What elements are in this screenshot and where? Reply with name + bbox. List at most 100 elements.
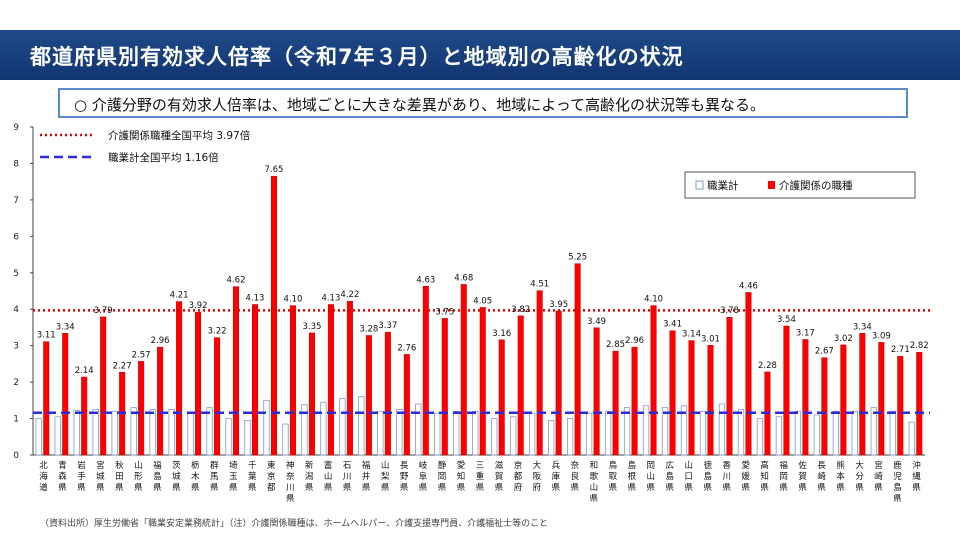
bar-all-occupations <box>92 409 99 456</box>
x-tick-label: 兵庫県 <box>552 460 561 493</box>
bar-value-label: 3.28 <box>359 324 378 334</box>
bar-value-label: 3.92 <box>189 301 208 311</box>
bar-care-occupations <box>100 316 107 456</box>
bar-value-label: 2.67 <box>815 347 834 357</box>
bar-care-occupations <box>195 311 202 456</box>
bar-care-occupations <box>270 175 277 456</box>
bar-care-occupations <box>669 330 676 456</box>
x-tick-label: 栃木県 <box>191 460 200 493</box>
bar-value-label: 3.16 <box>492 329 511 339</box>
x-tick-label: 宮城県 <box>96 460 105 493</box>
bar-care-occupations <box>726 316 733 456</box>
bar-all-occupations <box>604 410 612 456</box>
bar-value-label: 3.79 <box>94 306 113 316</box>
bar-value-label: 4.05 <box>473 296 492 306</box>
bar-care-occupations <box>840 344 847 456</box>
x-tick-label: 群馬県 <box>210 460 219 493</box>
x-tick-label: 熊本県 <box>836 460 845 493</box>
bar-all-occupations <box>548 419 555 456</box>
x-tick-label: 福島県 <box>153 460 162 493</box>
summary-callout: ○ 介護分野の有効求人倍率は、地域ごとに大きな差異があり、地域によって高齢化の状… <box>58 88 908 118</box>
bar-value-label: 3.34 <box>853 322 872 332</box>
bar-value-label: 3.78 <box>720 306 739 316</box>
x-tick-label: 神奈川県 <box>286 460 295 504</box>
bar-all-occupations <box>396 409 403 456</box>
bar-care-occupations <box>138 361 145 456</box>
bar-care-occupations <box>43 341 50 456</box>
bar-all-occupations <box>870 407 877 456</box>
x-tick-label: 福井県 <box>362 460 371 493</box>
y-tick-label: 3 <box>13 342 19 352</box>
bar-value-label: 3.22 <box>208 327 227 337</box>
x-tick-label: 岡山県 <box>647 461 656 493</box>
bar-layer <box>35 175 923 456</box>
x-tick-label: 滋賀県 <box>495 460 504 493</box>
x-tick-label: 愛媛県 <box>741 460 750 493</box>
x-tick-label: 埼玉県 <box>229 460 238 493</box>
x-tick-label: 岐阜県 <box>419 460 428 493</box>
bar-value-label: 2.82 <box>910 341 929 351</box>
bar-care-occupations <box>441 318 448 456</box>
bar-all-occupations <box>282 423 289 456</box>
bar-all-occupations <box>54 416 61 456</box>
bar-value-label: 3.11 <box>37 331 56 341</box>
bar-all-occupations <box>320 401 327 456</box>
bar-care-occupations <box>403 354 410 456</box>
bar-care-occupations <box>327 304 334 456</box>
bar-care-occupations <box>233 286 240 456</box>
x-tick-label: 静岡県 <box>438 460 447 493</box>
header-bar: 都道府県別有効求人倍率（令和7年３月）と地域別の高齢化の状況 <box>0 30 960 80</box>
bar-all-occupations <box>472 410 479 456</box>
y-tick-label: 0 <box>13 451 19 461</box>
bar-care-occupations <box>916 351 923 456</box>
x-tick-label: 山梨県 <box>381 460 390 493</box>
bar-all-occupations <box>585 412 593 456</box>
bar-value-label: 3.41 <box>663 320 682 330</box>
all-average-legend-label: 職業計全国平均 1.16倍 <box>108 151 219 164</box>
bar-care-occupations <box>346 300 353 456</box>
bar-all-occupations <box>889 410 896 456</box>
bar-all-occupations <box>206 407 213 456</box>
bar-value-label: 2.96 <box>625 336 644 346</box>
bar-all-occupations <box>339 398 346 456</box>
reference-line-layer <box>33 309 930 414</box>
x-tick-label: 徳島県 <box>703 460 712 493</box>
care-average-legend-label: 介護関係職種全国平均 3.97倍 <box>108 129 251 142</box>
bar-care-occupations <box>612 350 619 456</box>
x-tick-label: 福岡県 <box>779 460 788 493</box>
bar-care-occupations <box>574 263 581 456</box>
bar-value-label: 2.14 <box>75 366 94 376</box>
bar-all-occupations <box>111 410 118 456</box>
bar-value-label: 3.75 <box>435 307 454 317</box>
x-tick-label: 長野県 <box>400 461 409 493</box>
bar-value-label: 3.95 <box>549 300 568 310</box>
bar-all-occupations <box>775 416 783 456</box>
bar-value-label: 4.21 <box>170 291 189 301</box>
bar-all-occupations <box>73 410 80 456</box>
bar-all-occupations <box>130 407 137 456</box>
y-tick-label: 4 <box>13 305 19 315</box>
y-tick-label: 8 <box>13 159 19 169</box>
bar-value-label: 4.63 <box>416 275 435 285</box>
bar-care-occupations <box>157 346 164 456</box>
bar-care-occupations <box>498 339 505 456</box>
x-tick-label: 沖縄県 <box>912 460 921 493</box>
bar-care-occupations <box>289 305 296 456</box>
bar-all-occupations <box>737 409 745 456</box>
legend-swatch-all <box>695 180 704 190</box>
x-tick-label: 和歌山県 <box>590 461 599 504</box>
bar-care-occupations <box>859 333 866 456</box>
bar-care-occupations <box>62 333 69 456</box>
x-tick-label: 富山県 <box>324 460 333 493</box>
bar-value-label: 4.51 <box>530 280 549 290</box>
bar-all-occupations <box>244 419 251 456</box>
x-tick-label: 三重県 <box>476 461 485 493</box>
bar-care-occupations <box>81 376 88 456</box>
bar-value-label: 3.54 <box>777 315 796 325</box>
bar-value-label: 2.85 <box>606 340 625 350</box>
bar-all-occupations <box>718 403 726 456</box>
value-label-layer: 3.113.342.143.792.272.572.964.213.923.22… <box>37 165 929 376</box>
bar-care-occupations <box>308 332 315 456</box>
source-note: （資料出所）厚生労働省「職業安定業務統計」（注）介護関係職種は、ホームヘルパー、… <box>40 519 549 529</box>
